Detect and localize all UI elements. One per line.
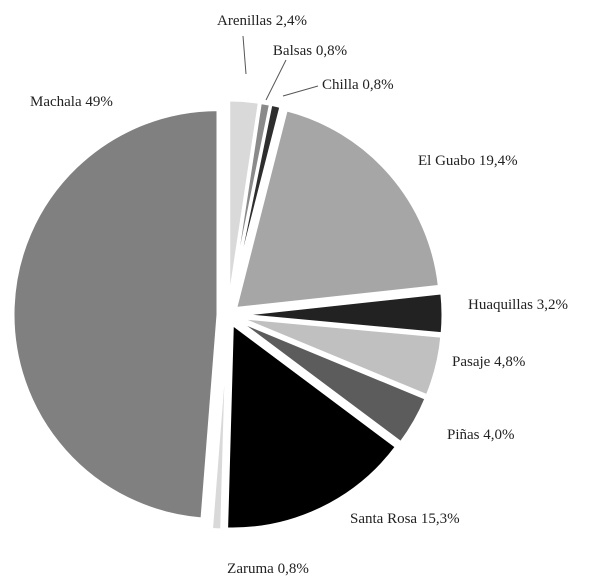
slice-name: Machala: [30, 94, 82, 110]
slice-label: Santa Rosa 15,3%: [350, 511, 460, 527]
slice-name: Pasaje: [452, 354, 491, 370]
pie-slice: [228, 102, 283, 306]
slice-value: 19,4%: [479, 153, 518, 169]
slice-value: 0,8%: [278, 561, 309, 577]
pie-slice: [11, 108, 220, 521]
leader-line: [282, 85, 319, 97]
pie-slice: [209, 324, 229, 532]
slice-name: El Guabo: [418, 153, 475, 169]
slice-name: Zaruma: [227, 561, 274, 577]
slice-name: Arenillas: [217, 13, 272, 29]
slice-value: 0,8%: [362, 77, 393, 93]
pie-slice: [233, 108, 442, 311]
slice-name: Balsas: [273, 43, 312, 59]
slice-value: 49%: [85, 94, 113, 110]
slice-value: 3,2%: [537, 297, 568, 313]
slice-label: Piñas 4,0%: [447, 427, 515, 443]
slice-value: 4,8%: [494, 354, 525, 370]
slice-label: Chilla 0,8%: [322, 77, 394, 93]
leader-line: [265, 59, 287, 101]
slice-name: Piñas: [447, 427, 480, 443]
slice-value: 15,3%: [421, 511, 460, 527]
slice-label: Huaquillas 3,2%: [468, 297, 568, 313]
slice-label: El Guabo 19,4%: [418, 153, 518, 169]
slice-value: 0,8%: [316, 43, 347, 59]
slice-label: Zaruma 0,8%: [227, 561, 309, 577]
slice-label: Machala 49%: [30, 94, 113, 110]
slice-label: Balsas 0,8%: [273, 43, 347, 59]
slice-label: Arenillas 2,4%: [217, 13, 307, 29]
slice-value: 4,0%: [483, 427, 514, 443]
slice-value: 2,4%: [276, 13, 307, 29]
slice-name: Santa Rosa: [350, 511, 417, 527]
slice-name: Huaquillas: [468, 297, 533, 313]
pie-slice: [235, 318, 429, 445]
slice-label: Pasaje 4,8%: [452, 354, 525, 370]
leader-line: [242, 35, 247, 75]
pie-slice: [225, 321, 399, 531]
pie-slice: [237, 315, 444, 398]
slice-name: Chilla: [322, 77, 359, 93]
pie-slice: [237, 291, 445, 336]
